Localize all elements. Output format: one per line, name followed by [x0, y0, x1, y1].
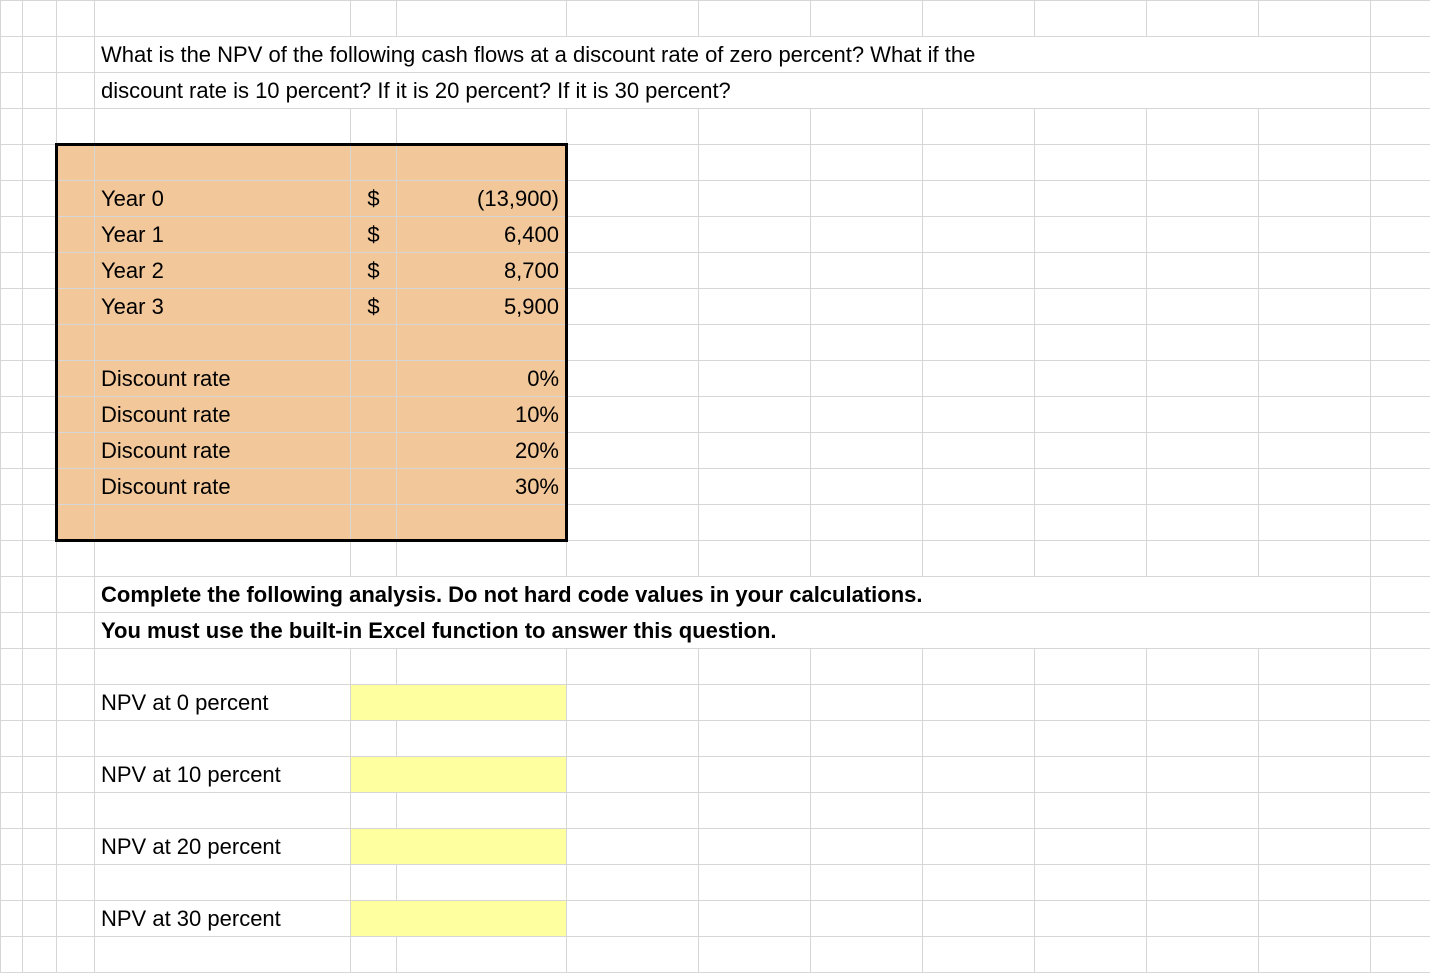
grid-row [1, 145, 1430, 181]
grid-row: NPV at 10 percent [1, 757, 1430, 793]
discount-rate-label: Discount rate [95, 469, 351, 505]
grid-row [1, 325, 1430, 361]
grid-row [1, 721, 1430, 757]
grid-row: Discount rate 20% [1, 433, 1430, 469]
npv-label: NPV at 0 percent [95, 685, 351, 721]
grid-row [1, 865, 1430, 901]
cashflow-value[interactable]: 5,900 [397, 289, 567, 325]
currency-symbol: $ [351, 289, 397, 325]
cashflow-value[interactable]: 6,400 [397, 217, 567, 253]
grid-row: Discount rate 10% [1, 397, 1430, 433]
grid-row: Discount rate 0% [1, 361, 1430, 397]
discount-rate-label: Discount rate [95, 361, 351, 397]
cashflow-label: Year 1 [95, 217, 351, 253]
grid-row [1, 793, 1430, 829]
npv-answer-cell[interactable] [397, 829, 567, 865]
grid-row: NPV at 0 percent [1, 685, 1430, 721]
cashflow-label: Year 2 [95, 253, 351, 289]
discount-rate-value[interactable]: 20% [397, 433, 567, 469]
question-line-2: discount rate is 10 percent? If it is 20… [95, 73, 1371, 109]
cashflow-value[interactable]: 8,700 [397, 253, 567, 289]
grid-row: Year 3 $ 5,900 [1, 289, 1430, 325]
discount-rate-value[interactable]: 0% [397, 361, 567, 397]
grid-row: NPV at 30 percent [1, 901, 1430, 937]
npv-answer-cell[interactable] [397, 685, 567, 721]
grid-row [1, 505, 1430, 541]
npv-label: NPV at 30 percent [95, 901, 351, 937]
discount-rate-value[interactable]: 10% [397, 397, 567, 433]
grid-row [1, 649, 1430, 685]
grid-row: Year 1 $ 6,400 [1, 217, 1430, 253]
cashflow-label: Year 0 [95, 181, 351, 217]
cashflow-label: Year 3 [95, 289, 351, 325]
discount-rate-label: Discount rate [95, 433, 351, 469]
grid-row [1, 541, 1430, 577]
instruction-line-1: Complete the following analysis. Do not … [95, 577, 1371, 613]
npv-answer-cell[interactable] [397, 901, 567, 937]
grid-row: Year 0 $ (13,900) [1, 181, 1430, 217]
grid-table[interactable]: What is the NPV of the following cash fl… [0, 0, 1430, 973]
question-line-1: What is the NPV of the following cash fl… [95, 37, 1371, 73]
grid-row: You must use the built-in Excel function… [1, 613, 1430, 649]
grid-row [1, 1, 1430, 37]
grid-row [1, 937, 1430, 973]
cashflow-value[interactable]: (13,900) [397, 181, 567, 217]
instruction-line-2: You must use the built-in Excel function… [95, 613, 1371, 649]
grid-row: discount rate is 10 percent? If it is 20… [1, 73, 1430, 109]
currency-symbol: $ [351, 253, 397, 289]
grid-row: Discount rate 30% [1, 469, 1430, 505]
grid-row [1, 109, 1430, 145]
currency-symbol: $ [351, 181, 397, 217]
discount-rate-label: Discount rate [95, 397, 351, 433]
currency-symbol: $ [351, 217, 397, 253]
grid-row: What is the NPV of the following cash fl… [1, 37, 1430, 73]
grid-row: Complete the following analysis. Do not … [1, 577, 1430, 613]
grid-row: NPV at 20 percent [1, 829, 1430, 865]
npv-label: NPV at 10 percent [95, 757, 351, 793]
grid-row: Year 2 $ 8,700 [1, 253, 1430, 289]
spreadsheet: What is the NPV of the following cash fl… [0, 0, 1430, 912]
discount-rate-value[interactable]: 30% [397, 469, 567, 505]
npv-label: NPV at 20 percent [95, 829, 351, 865]
npv-answer-cell[interactable] [397, 757, 567, 793]
